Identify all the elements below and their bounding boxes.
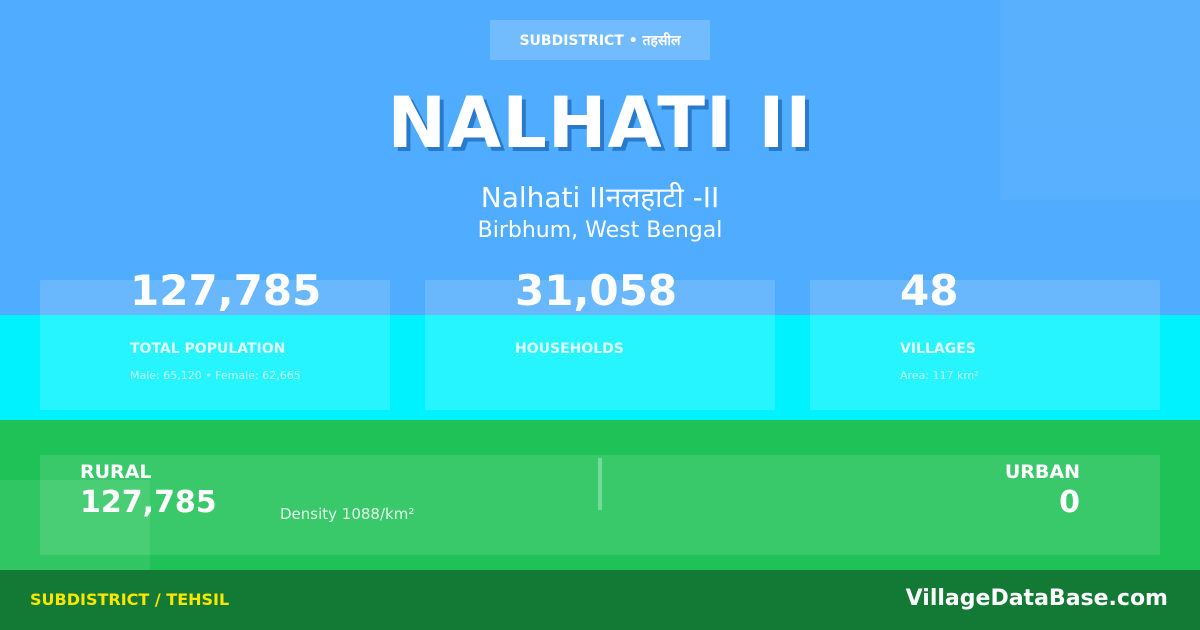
stat-card-population: 127,785 TOTAL POPULATION Male: 65,120 • …: [40, 266, 390, 410]
decorative-square: [1000, 0, 1200, 200]
stat-label: TOTAL POPULATION: [130, 341, 286, 357]
divider: [598, 458, 602, 510]
stats-background: [0, 315, 1200, 420]
category-badge: SUBDISTRICT • तहसील: [490, 20, 710, 60]
stat-label: HOUSEHOLDS: [515, 341, 624, 357]
header-background: [0, 0, 1200, 315]
location: Birbhum, West Bengal: [477, 218, 723, 243]
rural-label: RURAL: [80, 461, 152, 483]
stat-note: Area: 117 km²: [900, 369, 979, 382]
footer-category: SUBDISTRICT / TEHSIL: [30, 590, 230, 609]
stat-card-households: 31,058 HOUSEHOLDS: [425, 266, 775, 410]
site-brand[interactable]: VillageDataBase.com: [905, 586, 1168, 611]
subtitle: Nalhati IIनलहाटी -II: [480, 181, 720, 214]
page-title: NALHATI II: [387, 82, 813, 164]
rural-value: 127,785: [80, 485, 217, 520]
stat-note: Male: 65,120 • Female: 62,665: [130, 369, 301, 382]
stat-label: VILLAGES: [900, 341, 976, 357]
stat-value: 127,785: [130, 266, 322, 315]
stat-value: 31,058: [515, 266, 678, 315]
rural-urban-panel: RURAL 127,785 Density 1088/km² URBAN 0: [40, 455, 1160, 555]
density: Density 1088/km²: [280, 505, 415, 523]
stat-card-villages: 48 VILLAGES Area: 117 km²: [810, 266, 1160, 410]
urban-value: 0: [1059, 485, 1080, 520]
stat-value: 48: [900, 266, 959, 315]
footer: [0, 570, 1200, 630]
urban-label: URBAN: [1004, 461, 1080, 483]
rural-urban-background: [0, 420, 1200, 570]
